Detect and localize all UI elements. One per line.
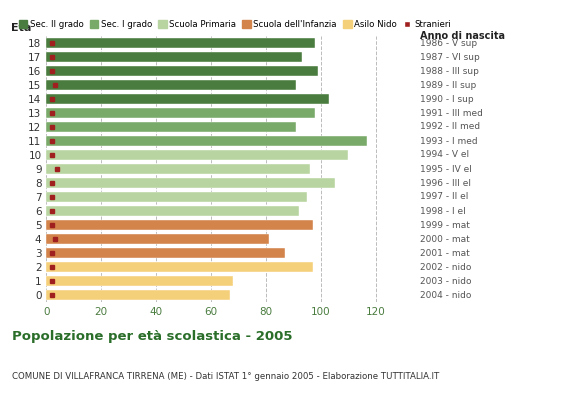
Text: Popolazione per età scolastica - 2005: Popolazione per età scolastica - 2005 — [12, 330, 292, 343]
Bar — [46, 234, 269, 244]
Text: 1998 - I el: 1998 - I el — [420, 206, 466, 216]
Bar — [46, 192, 307, 202]
Bar — [46, 248, 285, 258]
Bar — [46, 52, 302, 62]
Text: 2003 - nido: 2003 - nido — [420, 276, 472, 286]
Text: 2000 - mat: 2000 - mat — [420, 234, 470, 244]
Bar — [46, 38, 316, 48]
Text: 1992 - II med: 1992 - II med — [420, 122, 481, 132]
Text: 1994 - V el: 1994 - V el — [420, 150, 470, 160]
Text: 1986 - V sup: 1986 - V sup — [420, 38, 477, 48]
Text: 2002 - nido: 2002 - nido — [420, 262, 472, 272]
Text: 1996 - III el: 1996 - III el — [420, 178, 472, 188]
Text: 1988 - III sup: 1988 - III sup — [420, 66, 480, 76]
Text: 2004 - nido: 2004 - nido — [420, 290, 472, 300]
Bar — [46, 94, 329, 104]
Text: 1995 - IV el: 1995 - IV el — [420, 164, 472, 174]
Bar — [46, 150, 348, 160]
Bar — [46, 136, 368, 146]
Bar — [46, 276, 233, 286]
Bar — [46, 66, 318, 76]
Bar — [46, 290, 230, 300]
Bar — [46, 262, 313, 272]
Text: Età: Età — [10, 23, 31, 33]
Text: 1991 - III med: 1991 - III med — [420, 108, 483, 118]
Text: 2001 - mat: 2001 - mat — [420, 248, 470, 258]
Bar — [46, 164, 310, 174]
Bar — [46, 108, 316, 118]
Text: COMUNE DI VILLAFRANCA TIRRENA (ME) - Dati ISTAT 1° gennaio 2005 - Elaborazione T: COMUNE DI VILLAFRANCA TIRRENA (ME) - Dat… — [12, 372, 439, 381]
Text: 1997 - II el: 1997 - II el — [420, 192, 469, 202]
Bar — [46, 80, 296, 90]
Bar — [46, 178, 335, 188]
Text: 1990 - I sup: 1990 - I sup — [420, 94, 474, 104]
Text: 1989 - II sup: 1989 - II sup — [420, 80, 477, 90]
Legend: Sec. II grado, Sec. I grado, Scuola Primaria, Scuola dell'Infanzia, Asilo Nido, : Sec. II grado, Sec. I grado, Scuola Prim… — [19, 20, 451, 29]
Text: 1993 - I med: 1993 - I med — [420, 136, 478, 146]
Text: 1987 - VI sup: 1987 - VI sup — [420, 52, 480, 62]
Bar — [46, 220, 313, 230]
Bar — [46, 122, 296, 132]
Text: Anno di nascita: Anno di nascita — [420, 31, 506, 41]
Text: 1999 - mat: 1999 - mat — [420, 220, 470, 230]
Bar — [46, 206, 299, 216]
